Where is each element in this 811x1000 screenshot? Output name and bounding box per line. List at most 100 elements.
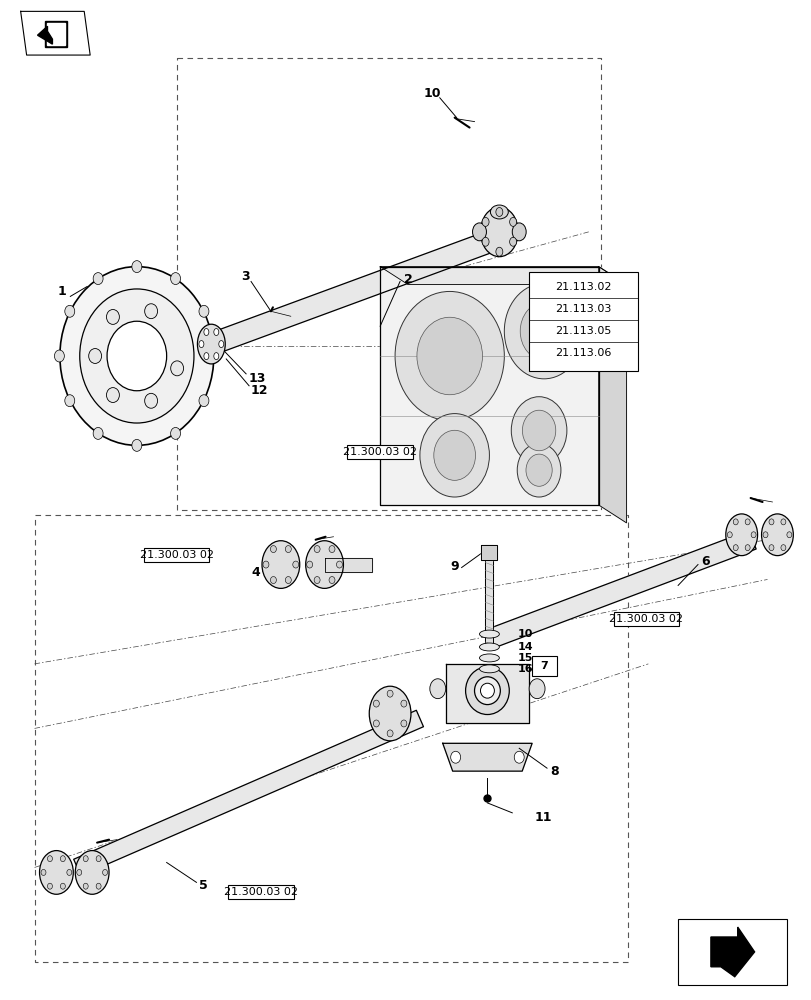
Ellipse shape [41, 869, 46, 875]
Ellipse shape [47, 883, 53, 889]
Ellipse shape [270, 577, 276, 584]
Polygon shape [380, 267, 598, 505]
Text: 4: 4 [251, 566, 260, 579]
Text: 16: 16 [517, 664, 532, 674]
Ellipse shape [401, 700, 406, 707]
Ellipse shape [170, 273, 180, 285]
Ellipse shape [131, 439, 142, 451]
Polygon shape [74, 710, 423, 876]
Ellipse shape [285, 546, 291, 553]
Ellipse shape [305, 541, 343, 588]
Ellipse shape [314, 577, 320, 584]
Polygon shape [442, 743, 531, 771]
Ellipse shape [433, 430, 475, 480]
Ellipse shape [107, 321, 166, 391]
Ellipse shape [54, 350, 64, 362]
Ellipse shape [270, 546, 276, 553]
Text: 1: 1 [58, 285, 67, 298]
Ellipse shape [419, 414, 489, 497]
Ellipse shape [450, 751, 460, 763]
Ellipse shape [373, 700, 379, 707]
Ellipse shape [401, 720, 406, 727]
Ellipse shape [529, 679, 544, 699]
Text: 7: 7 [539, 661, 547, 671]
Ellipse shape [479, 654, 499, 662]
Ellipse shape [204, 353, 208, 360]
Ellipse shape [199, 341, 204, 348]
Ellipse shape [40, 851, 73, 894]
Ellipse shape [170, 361, 183, 376]
Ellipse shape [213, 353, 218, 360]
Text: 21.300.03 02: 21.300.03 02 [343, 447, 417, 457]
Text: 21.300.03 02: 21.300.03 02 [224, 887, 298, 897]
Ellipse shape [83, 856, 88, 862]
Ellipse shape [60, 267, 213, 445]
Ellipse shape [204, 329, 208, 336]
Bar [531, 656, 556, 676]
Ellipse shape [75, 851, 109, 894]
Ellipse shape [768, 545, 773, 551]
Ellipse shape [482, 237, 488, 246]
Ellipse shape [472, 223, 486, 241]
Ellipse shape [521, 410, 555, 451]
Text: 6: 6 [701, 555, 710, 568]
Ellipse shape [395, 291, 504, 421]
Ellipse shape [513, 751, 524, 763]
Polygon shape [710, 927, 753, 977]
Ellipse shape [93, 273, 103, 285]
Text: 12: 12 [250, 384, 268, 397]
Text: 5: 5 [199, 879, 208, 892]
Polygon shape [47, 23, 65, 45]
Bar [529, 272, 637, 371]
Ellipse shape [517, 443, 560, 497]
Ellipse shape [170, 427, 180, 439]
Ellipse shape [209, 350, 219, 362]
Ellipse shape [199, 395, 208, 407]
Polygon shape [203, 232, 492, 356]
Text: 14: 14 [517, 642, 532, 652]
Text: 11: 11 [534, 811, 551, 824]
Polygon shape [20, 11, 90, 55]
Polygon shape [485, 545, 493, 649]
Bar [677, 919, 787, 985]
Ellipse shape [762, 532, 767, 538]
Ellipse shape [213, 329, 218, 336]
Text: 9: 9 [450, 560, 458, 573]
Ellipse shape [96, 883, 101, 889]
Ellipse shape [786, 532, 791, 538]
Ellipse shape [496, 208, 502, 216]
Ellipse shape [387, 730, 393, 737]
Ellipse shape [88, 349, 101, 363]
Ellipse shape [83, 883, 88, 889]
Ellipse shape [102, 869, 107, 875]
Ellipse shape [369, 686, 410, 741]
Ellipse shape [732, 545, 737, 551]
Ellipse shape [780, 519, 785, 525]
Ellipse shape [131, 261, 142, 273]
Ellipse shape [144, 304, 157, 319]
Ellipse shape [65, 395, 75, 407]
Ellipse shape [65, 305, 75, 317]
Ellipse shape [727, 532, 732, 538]
Ellipse shape [197, 324, 225, 364]
Ellipse shape [480, 207, 517, 257]
Text: 15: 15 [517, 653, 532, 663]
Ellipse shape [328, 546, 335, 553]
Ellipse shape [263, 561, 268, 568]
Ellipse shape [416, 317, 482, 395]
Ellipse shape [373, 720, 379, 727]
Ellipse shape [768, 519, 773, 525]
Text: 2: 2 [403, 273, 412, 286]
Bar [613, 612, 678, 626]
Ellipse shape [479, 643, 499, 651]
Text: 3: 3 [241, 270, 249, 283]
Ellipse shape [60, 856, 65, 862]
Ellipse shape [511, 397, 566, 464]
Polygon shape [485, 530, 755, 648]
Text: 21.113.03: 21.113.03 [555, 304, 611, 314]
Ellipse shape [479, 665, 499, 673]
Ellipse shape [218, 341, 224, 348]
Ellipse shape [429, 679, 445, 699]
Ellipse shape [732, 519, 737, 525]
Ellipse shape [474, 677, 500, 705]
